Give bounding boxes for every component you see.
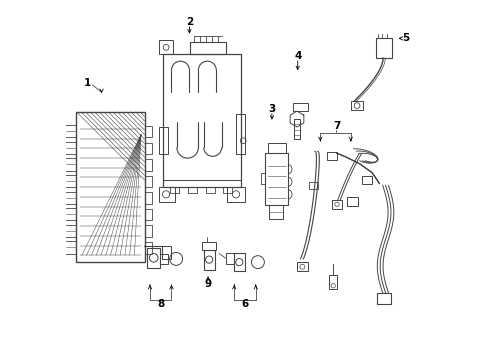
Bar bbox=[205, 187, 215, 193]
Bar bbox=[163, 180, 242, 187]
Bar bbox=[294, 119, 300, 139]
Bar bbox=[362, 176, 372, 184]
Text: 3: 3 bbox=[268, 104, 275, 114]
Bar bbox=[65, 241, 76, 253]
Text: 7: 7 bbox=[333, 121, 340, 131]
Bar bbox=[190, 42, 226, 54]
Bar bbox=[265, 153, 289, 205]
Bar bbox=[76, 112, 145, 262]
Bar bbox=[377, 293, 391, 304]
Text: 6: 6 bbox=[242, 299, 248, 309]
Bar bbox=[376, 39, 392, 58]
Bar bbox=[170, 187, 179, 193]
Bar bbox=[223, 187, 232, 193]
Bar bbox=[65, 158, 76, 171]
Bar bbox=[65, 142, 76, 154]
Bar bbox=[145, 159, 152, 171]
Bar bbox=[351, 101, 364, 110]
Bar bbox=[225, 253, 234, 264]
Bar bbox=[145, 143, 152, 154]
Bar bbox=[294, 103, 308, 111]
Bar bbox=[65, 125, 76, 138]
Bar bbox=[188, 187, 196, 193]
Bar bbox=[327, 152, 337, 160]
Bar bbox=[297, 262, 308, 271]
Bar bbox=[145, 176, 152, 187]
Bar bbox=[160, 253, 168, 264]
Bar bbox=[65, 208, 76, 220]
Bar bbox=[159, 40, 173, 54]
Bar bbox=[234, 253, 245, 271]
Bar bbox=[145, 192, 152, 204]
Bar bbox=[204, 250, 215, 270]
Bar bbox=[309, 182, 318, 189]
Bar bbox=[227, 187, 245, 202]
Bar bbox=[147, 248, 160, 268]
Text: 5: 5 bbox=[402, 33, 409, 43]
Bar bbox=[145, 225, 152, 237]
Text: 1: 1 bbox=[84, 78, 92, 88]
Bar bbox=[159, 127, 168, 154]
Text: 9: 9 bbox=[204, 279, 212, 289]
Bar bbox=[332, 200, 343, 209]
Bar bbox=[202, 242, 216, 250]
Bar bbox=[159, 187, 175, 202]
Bar bbox=[236, 114, 245, 154]
Bar bbox=[268, 143, 286, 153]
Bar bbox=[162, 246, 171, 259]
Bar bbox=[145, 242, 152, 253]
Text: 8: 8 bbox=[157, 299, 164, 309]
Bar bbox=[145, 209, 152, 220]
Text: 2: 2 bbox=[186, 17, 193, 27]
Bar bbox=[65, 192, 76, 204]
Bar bbox=[347, 197, 358, 206]
Bar bbox=[65, 175, 76, 187]
Bar bbox=[65, 225, 76, 237]
Bar bbox=[145, 126, 152, 138]
Bar bbox=[163, 54, 242, 187]
Bar bbox=[269, 205, 283, 220]
Text: 4: 4 bbox=[294, 51, 301, 61]
Bar bbox=[329, 275, 337, 289]
